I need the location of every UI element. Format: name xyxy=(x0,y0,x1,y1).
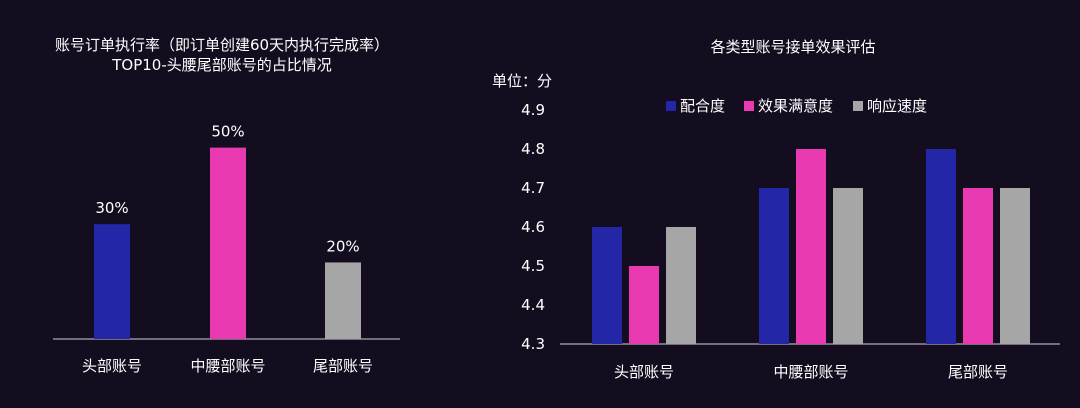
legend-swatch-1 xyxy=(666,101,676,111)
left-x-tick-label-2: 中腰部账号 xyxy=(190,357,265,375)
right-bar-3-2 xyxy=(963,188,993,344)
legend-label-3: 响应速度 xyxy=(867,97,927,115)
right-chart-title: 各类型账号接单效果评估 xyxy=(710,38,875,56)
right-y-tick-label-3: 4.5 xyxy=(521,257,545,275)
right-y-tick-label-5: 4.7 xyxy=(521,179,545,197)
left-chart-title: 账号订单执行率（即订单创建60天内执行完成率） xyxy=(55,36,389,54)
left-x-tick-label-3: 尾部账号 xyxy=(313,357,373,375)
right-x-tick-label-3: 尾部账号 xyxy=(948,363,1008,381)
right-bar-1-2 xyxy=(629,266,659,344)
right-y-tick-label-7: 4.9 xyxy=(521,101,545,119)
right-bar-3-1 xyxy=(926,149,956,344)
right-y-tick-label-6: 4.8 xyxy=(521,140,545,158)
left-x-tick-label-1: 头部账号 xyxy=(82,357,142,375)
left-bar-1 xyxy=(94,224,130,339)
right-x-tick-label-2: 中腰部账号 xyxy=(773,363,848,381)
left-bar-3 xyxy=(325,262,361,339)
left-bar-data-label-3: 20% xyxy=(326,237,359,255)
right-bar-2-3 xyxy=(833,188,863,344)
right-bar-3-3 xyxy=(1000,188,1030,344)
legend-swatch-2 xyxy=(744,101,754,111)
legend-label-2: 效果满意度 xyxy=(758,97,833,115)
left-bar-data-label-2: 50% xyxy=(211,123,244,141)
legend-swatch-3 xyxy=(853,101,863,111)
right-bar-1-3 xyxy=(666,227,696,344)
left-bar-2 xyxy=(210,147,246,339)
left-chart-subtitle: TOP10-头腰尾部账号的占比情况 xyxy=(111,56,332,74)
legend-label-1: 配合度 xyxy=(680,97,725,115)
right-chart-unit-label: 单位：分 xyxy=(492,72,552,90)
right-y-tick-label-2: 4.4 xyxy=(521,296,545,314)
right-x-tick-label-1: 头部账号 xyxy=(614,363,674,381)
right-bar-2-1 xyxy=(759,188,789,344)
right-bar-1-1 xyxy=(592,227,622,344)
right-y-tick-label-1: 4.3 xyxy=(521,335,545,353)
right-bar-2-2 xyxy=(796,149,826,344)
right-y-tick-label-4: 4.6 xyxy=(521,218,545,236)
left-bar-data-label-1: 30% xyxy=(95,199,128,217)
